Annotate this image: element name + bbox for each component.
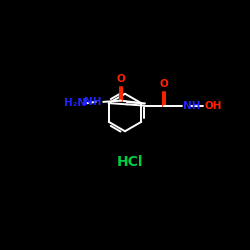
Text: OH: OH [204, 100, 222, 110]
Text: NH: NH [84, 97, 102, 107]
Text: O: O [159, 80, 168, 90]
Text: NH: NH [183, 100, 200, 110]
Text: HCl: HCl [117, 156, 143, 170]
Text: H₂N: H₂N [64, 98, 86, 108]
Text: O: O [117, 74, 126, 85]
